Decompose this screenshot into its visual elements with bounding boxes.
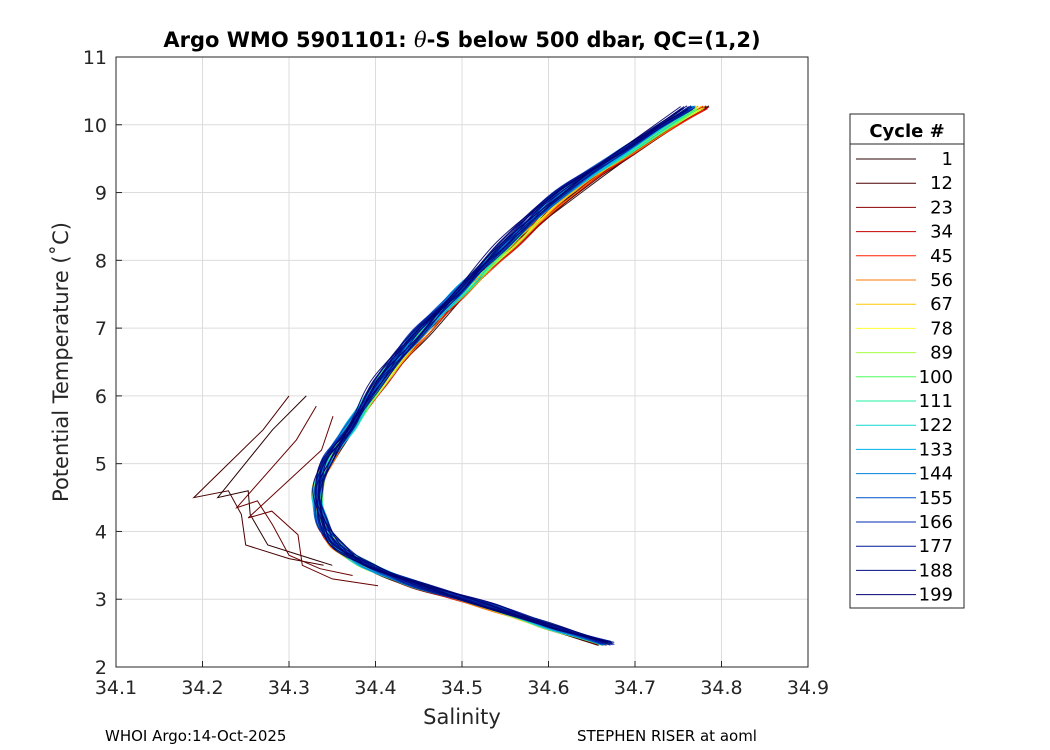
y-tick-label: 7 [95, 318, 107, 340]
y-tick-label: 5 [95, 454, 107, 476]
legend-label: 1 [942, 149, 953, 170]
legend-box [849, 113, 965, 609]
y-tick-label: 11 [83, 47, 107, 69]
title-theta: θ [414, 28, 427, 52]
legend-label: 155 [919, 488, 953, 509]
x-tick-label: 34.2 [181, 677, 223, 699]
legend-label: 89 [930, 343, 953, 364]
chart-title: Argo WMO 5901101: θ-S below 500 dbar, QC… [163, 28, 760, 52]
footer-right: STEPHEN RISER at aoml [577, 727, 757, 745]
legend-label: 23 [930, 197, 953, 218]
cycle-profile-line [314, 106, 685, 642]
early-cycle-anomaly-line [216, 395, 333, 566]
y-ticks: 2 3 4 5 6 7 8 9 10 11 [83, 47, 122, 679]
y-tick-label: 2 [95, 657, 107, 679]
x-axis-label: Salinity [423, 705, 501, 729]
early-cycle-anomaly-line [192, 395, 324, 566]
y-axis-label: Potential Temperature (˚C) [49, 222, 73, 502]
y-tick-label: 10 [83, 115, 107, 137]
footer-left: WHOI Argo:14-Oct-2025 [105, 727, 286, 745]
legend-label: 56 [930, 270, 953, 291]
legend-entries: 1 12 23 34 45 56 67 78 89 100 111 122 133 144 155 166 17… [856, 149, 953, 606]
legend-label: 45 [930, 246, 953, 267]
y-tick-label: 9 [95, 183, 107, 205]
x-tick-label: 34.8 [700, 677, 742, 699]
legend-label: 100 [919, 367, 953, 388]
legend-label: 34 [930, 222, 953, 243]
early-cycle-anomaly-line [247, 416, 379, 587]
legend-label: 188 [919, 560, 953, 581]
legend-label: 78 [930, 318, 953, 339]
legend-label: 199 [919, 585, 953, 606]
legend-label: 133 [919, 439, 953, 460]
title-prefix: Argo WMO 5901101: [163, 28, 414, 52]
legend-label: 144 [919, 464, 953, 485]
legend-label: 12 [930, 173, 953, 194]
cycle-profile-line [312, 106, 681, 642]
cycle-profile-line [318, 106, 693, 645]
x-tick-label: 34.1 [95, 677, 137, 699]
x-tick-label: 34.6 [527, 677, 569, 699]
y-tick-label: 4 [95, 521, 107, 543]
x-tick-label: 34.7 [614, 677, 656, 699]
legend: Cycle # 1 12 23 34 45 56 67 78 89 100 111 122 133 144… [849, 113, 965, 609]
y-tick-label: 3 [95, 589, 107, 611]
title-suffix: -S below 500 dbar, QC=(1,2) [427, 28, 761, 52]
y-tick-label: 8 [95, 250, 107, 272]
legend-label: 111 [919, 391, 953, 412]
cycle-profile-line [318, 107, 685, 643]
legend-label: 67 [930, 294, 953, 315]
x-tick-label: 34.3 [268, 677, 310, 699]
x-tick-label: 34.5 [441, 677, 483, 699]
legend-label: 177 [919, 536, 953, 557]
x-ticks: 34.1 34.2 34.3 34.4 34.5 34.6 34.7 34.8 34.9 [95, 661, 829, 699]
y-tick-label: 6 [95, 386, 107, 408]
x-tick-label: 34.9 [787, 677, 829, 699]
legend-label: 122 [919, 415, 953, 436]
x-tick-label: 34.4 [354, 677, 396, 699]
legend-label: 166 [919, 512, 953, 533]
legend-title: Cycle # [869, 121, 944, 142]
profiles [192, 105, 710, 646]
